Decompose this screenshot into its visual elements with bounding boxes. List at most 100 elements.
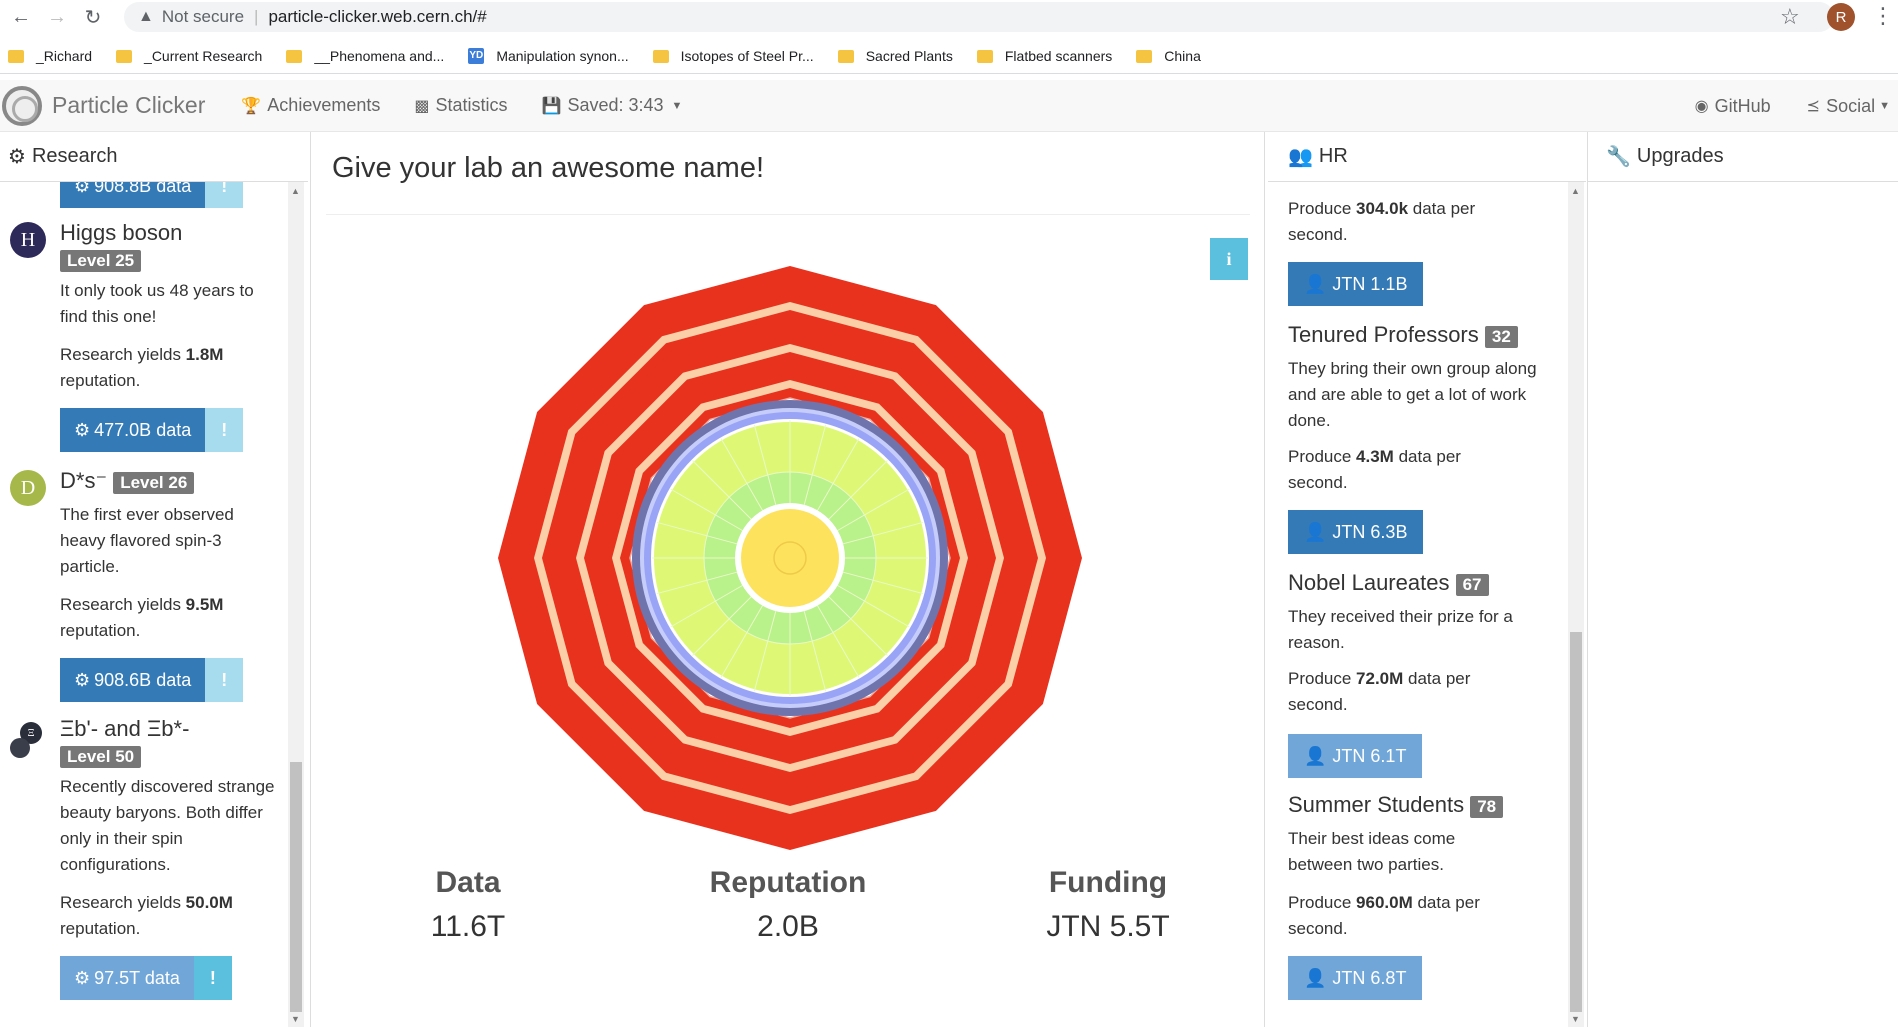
bookmark-item[interactable]: _Richard bbox=[8, 48, 92, 64]
detector-segment-line bbox=[837, 488, 910, 531]
profile-avatar[interactable]: R bbox=[1827, 3, 1855, 31]
scroll-down-arrow-icon[interactable]: ▼ bbox=[1571, 1014, 1580, 1024]
bookmark-star-icon[interactable]: ☆ bbox=[1780, 4, 1800, 29]
cern-logo-icon bbox=[2, 85, 42, 126]
warning-icon: ▲ bbox=[138, 8, 154, 25]
wrench-icon: 🔧 bbox=[1606, 146, 1631, 168]
nav-statistics[interactable]: ▩ Statistics bbox=[414, 95, 508, 115]
detector-core bbox=[741, 509, 839, 607]
hr-hire-button[interactable]: 👤 JTN 6.3B bbox=[1288, 510, 1424, 554]
detector-segment-line bbox=[828, 596, 888, 656]
bookmark-item[interactable]: _Current Research bbox=[116, 48, 262, 64]
security-label: Not secure bbox=[161, 7, 245, 26]
trophy-icon: 🏆 bbox=[241, 97, 262, 115]
hr-item-title: Summer Students 78 bbox=[1288, 792, 1504, 818]
detector-segment-line bbox=[692, 596, 752, 656]
gears-icon: ⚙ bbox=[74, 419, 91, 440]
detector-segments bbox=[652, 420, 928, 696]
folder-icon bbox=[837, 50, 854, 63]
research-level-badge: Level 25 bbox=[60, 246, 142, 272]
hr-production: Produce 960.0M data per second. bbox=[1288, 893, 1480, 938]
research-cost-button-group: ⚙ 908.8B data ! bbox=[60, 182, 244, 208]
hr-scroll-thumb[interactable] bbox=[1570, 632, 1582, 1012]
user-icon: 👤 bbox=[1304, 967, 1327, 988]
research-info-button[interactable]: ! bbox=[205, 658, 244, 702]
brand-title[interactable]: Particle Clicker bbox=[52, 92, 206, 118]
reload-icon[interactable]: ↻ bbox=[84, 6, 102, 29]
reputation-stat: Reputation 2.0B bbox=[678, 866, 898, 944]
research-buy-button[interactable]: ⚙ 97.5T data bbox=[60, 956, 194, 1000]
bookmark-item[interactable]: __Phenomena and... bbox=[286, 48, 444, 64]
research-buy-button[interactable]: ⚙ 477.0B data bbox=[60, 408, 206, 452]
hr-hire-button[interactable]: 👤 JTN 1.1B bbox=[1288, 262, 1424, 306]
caret-down-icon: ▼ bbox=[671, 99, 683, 112]
hr-scrollbar[interactable]: ▲ ▼ bbox=[1568, 182, 1584, 1027]
nav-github[interactable]: ◉ GitHub bbox=[1694, 95, 1771, 116]
divider bbox=[326, 214, 1250, 215]
detector-segment-line bbox=[753, 610, 777, 692]
funding-stat: Funding JTN 5.5T bbox=[998, 866, 1218, 944]
detector-segment-line bbox=[803, 424, 827, 506]
hr-production: Produce 4.3M data per second. bbox=[1288, 447, 1461, 492]
user-icon: 👤 bbox=[1304, 521, 1327, 542]
research-info-button[interactable]: ! bbox=[193, 956, 232, 1000]
higgs-particle-icon: H bbox=[10, 222, 46, 258]
research-cost-button-group: ⚙ 97.5T data ! bbox=[60, 956, 232, 1000]
research-buy-button[interactable]: ⚙ 908.8B data bbox=[60, 182, 206, 208]
nav-saved-dropdown[interactable]: 💾 Saved: 3:43 ▼ bbox=[541, 95, 683, 115]
nav-achievements[interactable]: 🏆 Achievements bbox=[241, 95, 381, 115]
research-cost-button-group: ⚙ 477.0B data ! bbox=[60, 408, 244, 452]
scroll-up-arrow-icon[interactable]: ▲ bbox=[291, 186, 300, 196]
data-stat: Data 11.6T bbox=[358, 866, 578, 944]
research-buy-button[interactable]: ⚙ 908.6B data bbox=[60, 658, 206, 702]
detector-segment-line bbox=[817, 438, 860, 511]
hr-description: Their best ideas come between two partie… bbox=[1288, 829, 1456, 874]
forward-arrow-icon[interactable]: → bbox=[47, 5, 67, 28]
hr-production: Produce 72.0M data per second. bbox=[1288, 669, 1471, 714]
research-cost-button-group: ⚙ 908.6B data ! bbox=[60, 658, 244, 702]
folder-icon bbox=[286, 50, 303, 63]
bookmark-item[interactable]: Flatbed scanners bbox=[976, 48, 1112, 64]
research-item-title: Higgs boson bbox=[60, 220, 183, 245]
research-scroll-thumb[interactable] bbox=[290, 762, 302, 1012]
detector-segment-line bbox=[656, 571, 738, 595]
detector-click-target[interactable] bbox=[490, 258, 1090, 858]
bookmark-item[interactable]: China bbox=[1136, 48, 1201, 64]
bookmark-item[interactable]: Sacred Plants bbox=[837, 48, 953, 64]
address-bar[interactable]: ▲ Not secure | particle-clicker.web.cern… bbox=[124, 2, 1834, 32]
folder-icon bbox=[1136, 50, 1153, 63]
lab-name[interactable]: Give your lab an awesome name! bbox=[332, 152, 764, 184]
floppy-disk-icon: 💾 bbox=[541, 97, 562, 115]
info-button[interactable]: i bbox=[1210, 238, 1248, 280]
hr-hire-button[interactable]: 👤 JTN 6.1T bbox=[1288, 734, 1423, 778]
research-info-button[interactable]: ! bbox=[205, 182, 244, 208]
research-description: It only took us 48 years to find this on… bbox=[60, 281, 254, 326]
hr-list: Produce 304.0k data per second. 👤 JTN 1.1… bbox=[1268, 182, 1568, 1027]
hr-production: Produce 304.0k data per second. bbox=[1288, 199, 1476, 244]
research-item-title: Ξb'- and Ξb*- bbox=[60, 716, 190, 741]
bookmark-item[interactable]: Isotopes of Steel Pr... bbox=[652, 48, 814, 64]
folder-icon bbox=[976, 50, 993, 63]
gears-icon: ⚙ bbox=[8, 146, 26, 168]
menu-kebab-icon[interactable]: ⋮ bbox=[1872, 3, 1894, 28]
nav-social-dropdown[interactable]: ⪯ Social ▼ bbox=[1806, 95, 1890, 116]
research-scrollbar[interactable]: ▲ ▼ bbox=[288, 182, 304, 1027]
gears-icon: ⚙ bbox=[74, 669, 91, 690]
bar-chart-icon: ▩ bbox=[414, 97, 430, 115]
detector-segment-line bbox=[842, 571, 924, 595]
scroll-down-arrow-icon[interactable]: ▼ bbox=[291, 1014, 300, 1024]
bookmark-item[interactable]: YD Manipulation synon... bbox=[468, 47, 629, 64]
url-text: particle-clicker.web.cern.ch/# bbox=[268, 7, 487, 26]
hr-header: 👥 HR bbox=[1268, 132, 1586, 182]
research-info-button[interactable]: ! bbox=[205, 408, 244, 452]
detector-segment-line bbox=[828, 460, 888, 520]
detector-tracker-ring bbox=[703, 471, 877, 645]
upgrades-header: 🔧 Upgrades bbox=[1588, 132, 1898, 182]
hr-hire-button[interactable]: 👤 JTN 6.8T bbox=[1288, 956, 1423, 1000]
github-icon: ◉ bbox=[1694, 98, 1709, 115]
back-arrow-icon[interactable]: ← bbox=[11, 5, 31, 28]
folder-icon bbox=[8, 50, 24, 63]
scroll-up-arrow-icon[interactable]: ▲ bbox=[1571, 186, 1580, 196]
research-yield: Research yields 50.0M reputation. bbox=[60, 893, 233, 938]
detector-segment-line bbox=[656, 521, 738, 545]
